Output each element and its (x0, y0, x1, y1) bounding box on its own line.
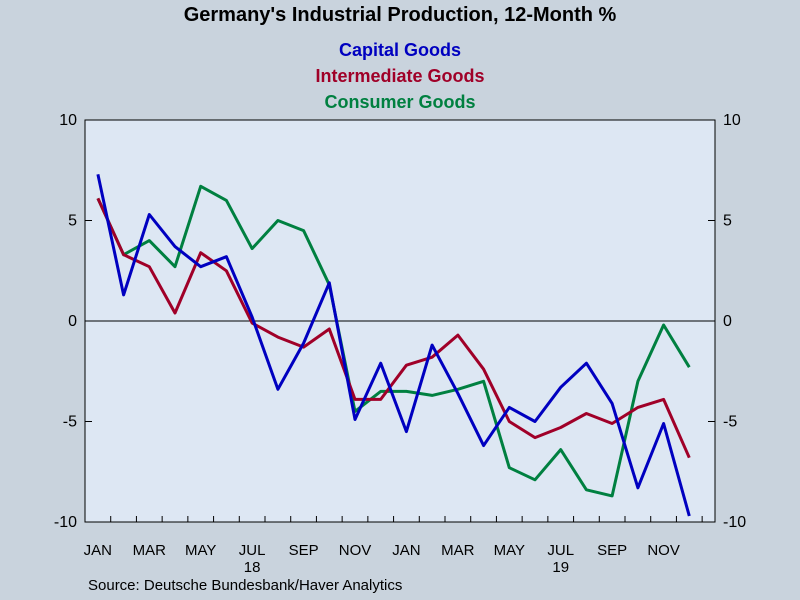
x-tick-label: MAR (441, 542, 475, 559)
y-tick-label-right: -10 (723, 514, 746, 531)
x-tick-label: JAN (392, 542, 420, 559)
legend-intermediate-goods: Intermediate Goods (315, 66, 485, 86)
legend-consumer-goods: Consumer Goods (324, 92, 476, 112)
y-tick-label-right: -5 (723, 414, 737, 431)
series-line-consumer-goods (96, 184, 691, 498)
y-tick-label-left: 10 (59, 112, 77, 129)
x-tick-label: JUL (239, 542, 266, 559)
year-label: 19 (552, 559, 569, 576)
year-label: 18 (244, 559, 261, 576)
series-line-capital-goods (96, 173, 691, 517)
y-tick-label-right: 5 (723, 213, 732, 230)
y-tick-label-left: 5 (68, 213, 77, 230)
y-tick-label-right: 10 (723, 112, 741, 129)
source-note: Source: Deutsche Bundesbank/Haver Analyt… (88, 577, 403, 594)
x-tick-label: SEP (597, 542, 627, 559)
x-tick-label: SEP (289, 542, 319, 559)
x-tick-label: JUL (547, 542, 574, 559)
y-tick-label-left: 0 (68, 313, 77, 330)
x-tick-label: MAY (185, 542, 216, 559)
x-tick-label: NOV (647, 542, 680, 559)
chart-title: Germany's Industrial Production, 12-Mont… (183, 4, 617, 26)
x-tick-label: MAY (494, 542, 525, 559)
y-tick-label-right: 0 (723, 313, 732, 330)
y-tick-label-left: -10 (54, 514, 77, 531)
x-tick-label: NOV (339, 542, 372, 559)
y-tick-label-left: -5 (63, 414, 77, 431)
legend-capital-goods: Capital Goods (338, 40, 461, 60)
x-tick-label: MAR (133, 542, 167, 559)
x-tick-label: JAN (84, 542, 112, 559)
